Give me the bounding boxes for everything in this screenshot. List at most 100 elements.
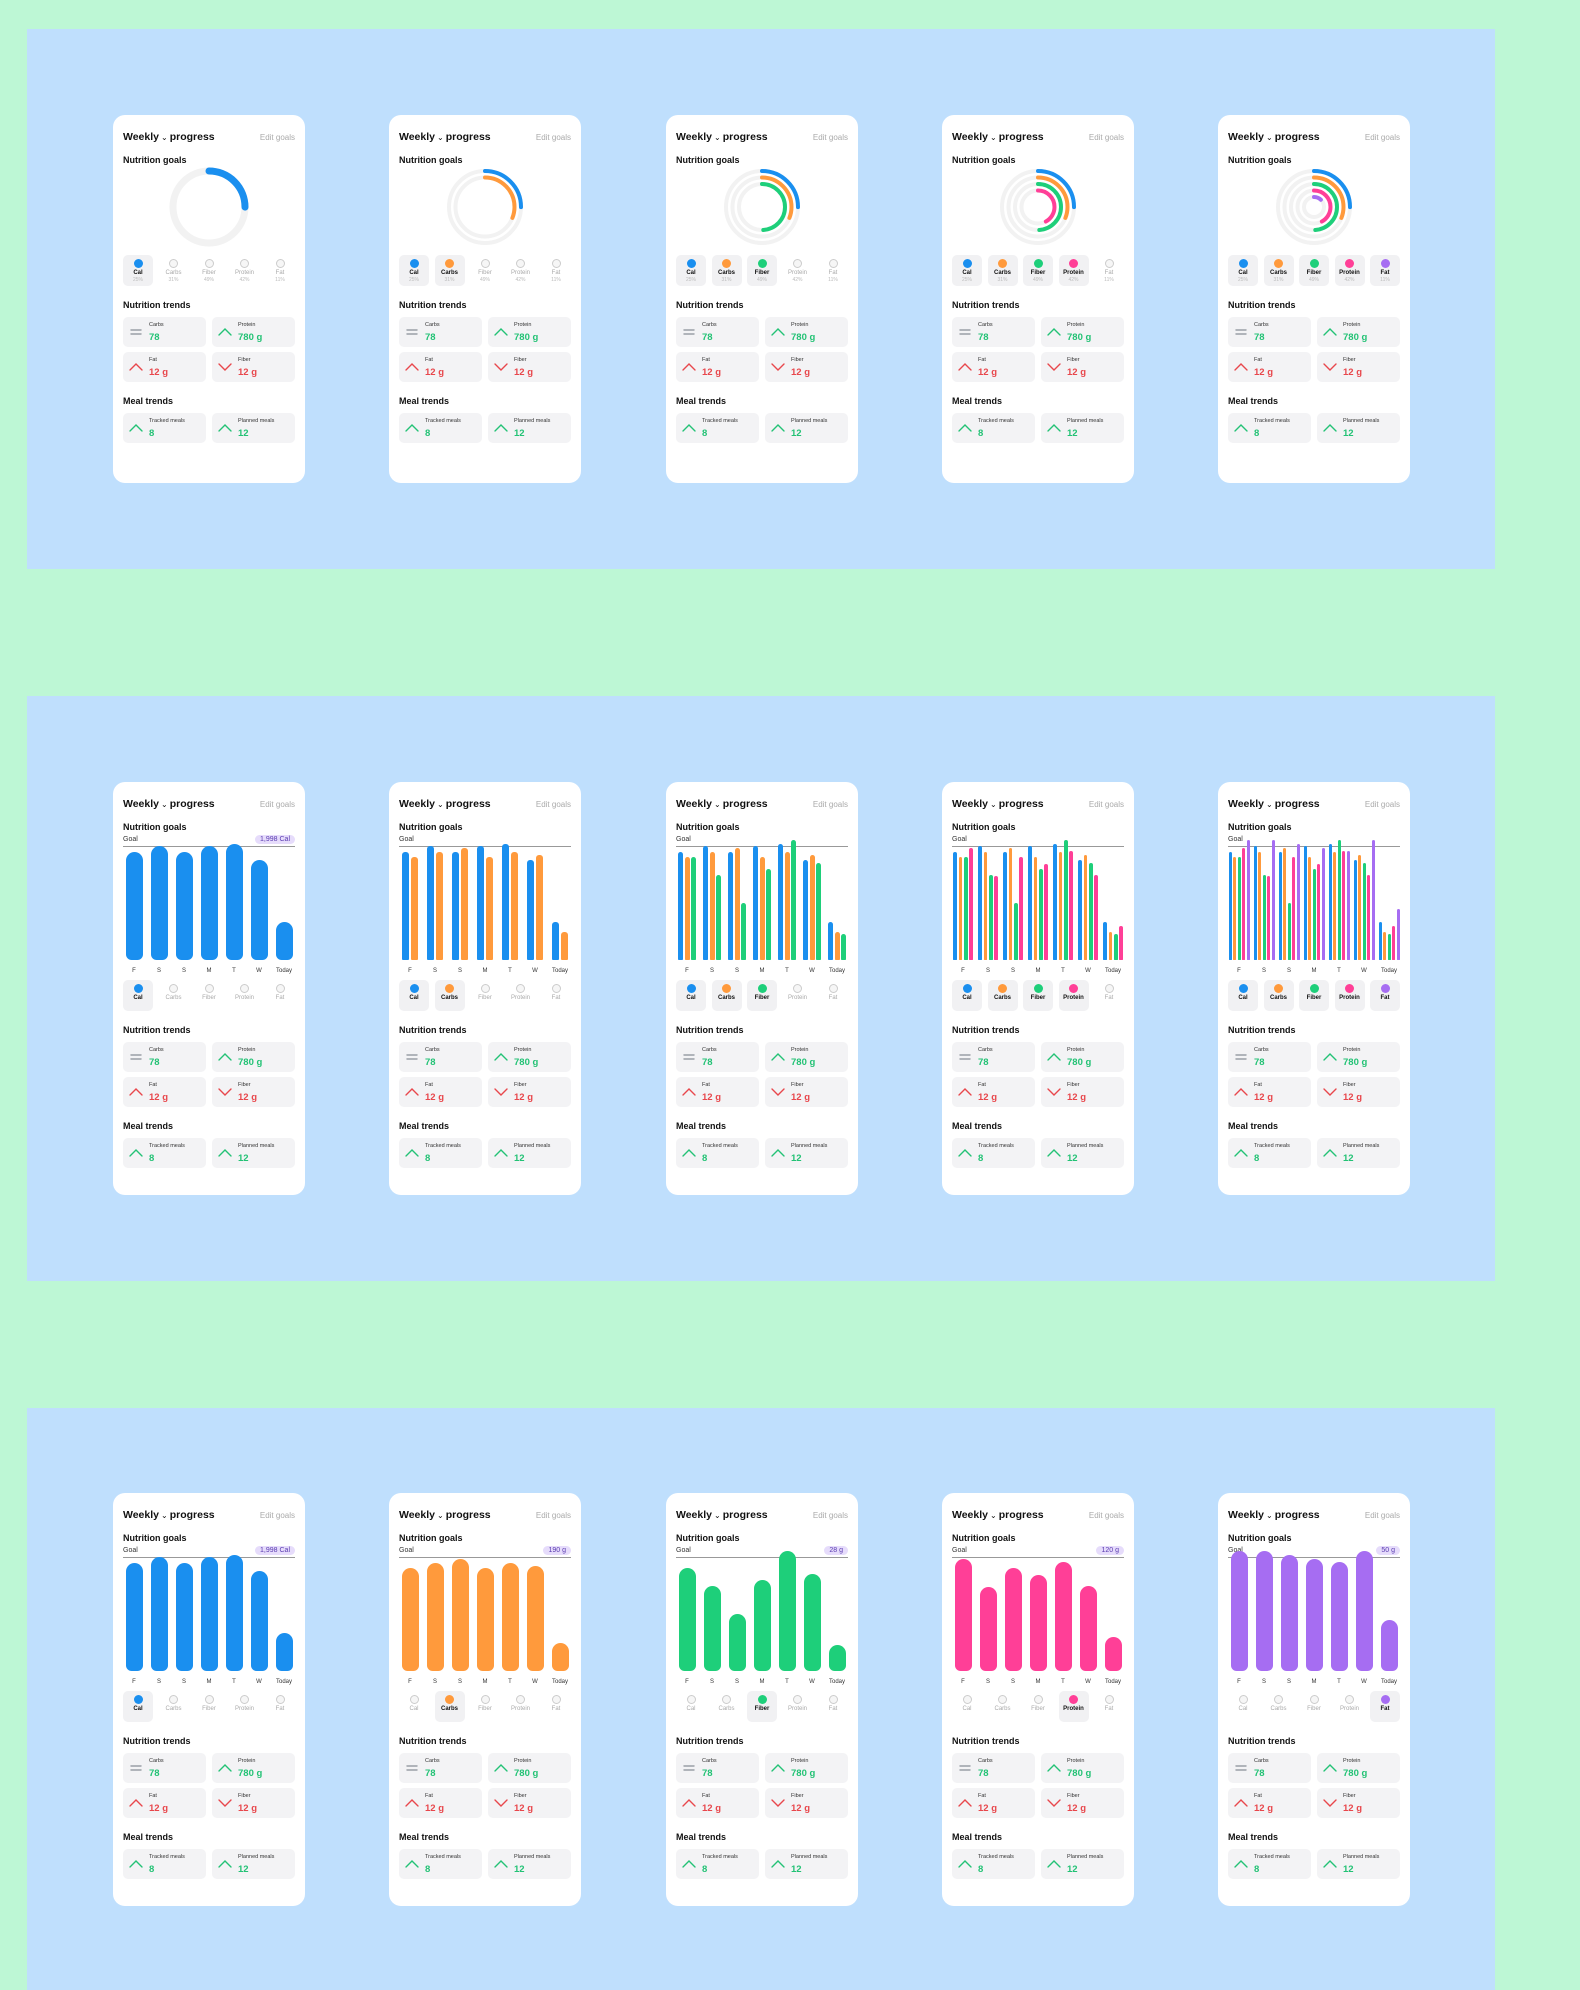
legend-item-protein[interactable]: Protein 42% [1334, 255, 1365, 286]
legend-item-fat[interactable]: Fat [1094, 980, 1124, 1011]
trend-tile-protein[interactable]: Protein 780 g [488, 1042, 571, 1072]
trend-tile-fat[interactable]: Fat 12 g [676, 1788, 759, 1818]
edit-goals-link[interactable]: Edit goals [259, 132, 295, 142]
legend-item-protein[interactable]: Protein [783, 1691, 813, 1722]
edit-goals-link[interactable]: Edit goals [812, 132, 848, 142]
trend-tile-fiber[interactable]: Fiber 12 g [765, 1077, 848, 1107]
legend-item-carbs[interactable]: Carbs [159, 1691, 189, 1722]
legend-item-protein[interactable]: Protein [230, 1691, 260, 1722]
legend-item-cal[interactable]: Cal [1228, 1691, 1258, 1722]
edit-goals-link[interactable]: Edit goals [812, 1510, 848, 1520]
meal-tile-tracked[interactable]: Tracked meals 8 [676, 1138, 759, 1168]
legend-item-protein[interactable]: Protein [1058, 980, 1089, 1011]
legend-item-fiber[interactable]: Fiber 49% [1299, 255, 1329, 286]
legend-item-fat[interactable]: Fat 11% [541, 255, 571, 286]
legend-item-carbs[interactable]: Carbs [434, 980, 465, 1011]
period-selector[interactable]: Weekly ⌄ progress [123, 131, 215, 143]
trend-tile-protein[interactable]: Protein 780 g [1317, 317, 1400, 347]
trend-tile-carbs[interactable]: Carbs 78 [952, 1042, 1035, 1072]
trend-tile-protein[interactable]: Protein 780 g [212, 1042, 295, 1072]
legend-item-fiber[interactable]: Fiber [470, 980, 500, 1011]
edit-goals-link[interactable]: Edit goals [1088, 1510, 1124, 1520]
trend-tile-carbs[interactable]: Carbs 78 [676, 1753, 759, 1783]
legend-item-cal[interactable]: Cal [399, 980, 429, 1011]
legend-item-fat[interactable]: Fat [541, 1691, 571, 1722]
trend-tile-protein[interactable]: Protein 780 g [1041, 1042, 1124, 1072]
trend-tile-fiber[interactable]: Fiber 12 g [1317, 1788, 1400, 1818]
legend-item-cal[interactable]: Cal 25% [399, 255, 429, 286]
period-selector[interactable]: Weekly ⌄ progress [1228, 798, 1320, 810]
trend-tile-fiber[interactable]: Fiber 12 g [488, 352, 571, 382]
meal-tile-planned[interactable]: Planned meals 12 [1041, 413, 1124, 443]
edit-goals-link[interactable]: Edit goals [1088, 132, 1124, 142]
meal-tile-tracked[interactable]: Tracked meals 8 [1228, 1138, 1311, 1168]
legend-item-cal[interactable]: Cal [123, 1691, 153, 1722]
meal-tile-planned[interactable]: Planned meals 12 [212, 413, 295, 443]
meal-tile-planned[interactable]: Planned meals 12 [488, 1849, 571, 1879]
legend-item-cal[interactable]: Cal [1228, 980, 1258, 1011]
legend-item-fiber[interactable]: Fiber 49% [470, 255, 500, 286]
trend-tile-protein[interactable]: Protein 780 g [488, 1753, 571, 1783]
trend-tile-protein[interactable]: Protein 780 g [765, 317, 848, 347]
legend-item-carbs[interactable]: Carbs 31% [987, 255, 1018, 286]
meal-tile-tracked[interactable]: Tracked meals 8 [952, 1849, 1035, 1879]
trend-tile-fiber[interactable]: Fiber 12 g [488, 1788, 571, 1818]
legend-item-carbs[interactable]: Carbs [987, 980, 1018, 1011]
trend-tile-carbs[interactable]: Carbs 78 [399, 1042, 482, 1072]
legend-item-carbs[interactable]: Carbs 31% [434, 255, 465, 286]
meal-tile-tracked[interactable]: Tracked meals 8 [399, 413, 482, 443]
legend-item-fiber[interactable]: Fiber [1299, 1691, 1329, 1722]
meal-tile-tracked[interactable]: Tracked meals 8 [123, 1138, 206, 1168]
legend-item-protein[interactable]: Protein [783, 980, 813, 1011]
meal-tile-tracked[interactable]: Tracked meals 8 [952, 1138, 1035, 1168]
meal-tile-tracked[interactable]: Tracked meals 8 [123, 1849, 206, 1879]
meal-tile-tracked[interactable]: Tracked meals 8 [1228, 413, 1311, 443]
edit-goals-link[interactable]: Edit goals [1088, 799, 1124, 809]
legend-item-fat[interactable]: Fat [541, 980, 571, 1011]
trend-tile-carbs[interactable]: Carbs 78 [1228, 1753, 1311, 1783]
legend-item-protein[interactable]: Protein 42% [1058, 255, 1089, 286]
legend-item-fat[interactable]: Fat [1094, 1691, 1124, 1722]
legend-item-cal[interactable]: Cal 25% [952, 255, 982, 286]
legend-item-carbs[interactable]: Carbs [712, 1691, 742, 1722]
trend-tile-carbs[interactable]: Carbs 78 [123, 1042, 206, 1072]
legend-item-fat[interactable]: Fat 11% [818, 255, 848, 286]
trend-tile-fiber[interactable]: Fiber 12 g [1317, 352, 1400, 382]
trend-tile-protein[interactable]: Protein 780 g [1041, 1753, 1124, 1783]
period-selector[interactable]: Weekly ⌄ progress [399, 1509, 491, 1521]
trend-tile-protein[interactable]: Protein 780 g [488, 317, 571, 347]
trend-tile-carbs[interactable]: Carbs 78 [1228, 1042, 1311, 1072]
legend-item-carbs[interactable]: Carbs [1264, 1691, 1294, 1722]
legend-item-carbs[interactable]: Carbs [988, 1691, 1018, 1722]
edit-goals-link[interactable]: Edit goals [812, 799, 848, 809]
period-selector[interactable]: Weekly ⌄ progress [676, 131, 768, 143]
legend-item-protein[interactable]: Protein 42% [783, 255, 813, 286]
legend-item-protein[interactable]: Protein [1334, 980, 1365, 1011]
trend-tile-protein[interactable]: Protein 780 g [765, 1753, 848, 1783]
legend-item-fiber[interactable]: Fiber 49% [747, 255, 777, 286]
legend-item-fat[interactable]: Fat [265, 1691, 295, 1722]
edit-goals-link[interactable]: Edit goals [1364, 1510, 1400, 1520]
legend-item-cal[interactable]: Cal 25% [676, 255, 706, 286]
trend-tile-fiber[interactable]: Fiber 12 g [212, 1077, 295, 1107]
legend-item-fiber[interactable]: Fiber [194, 980, 224, 1011]
legend-item-cal[interactable]: Cal 25% [123, 255, 153, 286]
trend-tile-protein[interactable]: Protein 780 g [765, 1042, 848, 1072]
trend-tile-fat[interactable]: Fat 12 g [676, 352, 759, 382]
trend-tile-carbs[interactable]: Carbs 78 [952, 1753, 1035, 1783]
edit-goals-link[interactable]: Edit goals [1364, 799, 1400, 809]
legend-item-carbs[interactable]: Carbs [159, 980, 189, 1011]
legend-item-fiber[interactable]: Fiber 49% [194, 255, 224, 286]
edit-goals-link[interactable]: Edit goals [535, 132, 571, 142]
meal-tile-tracked[interactable]: Tracked meals 8 [676, 1849, 759, 1879]
period-selector[interactable]: Weekly ⌄ progress [952, 131, 1044, 143]
trend-tile-carbs[interactable]: Carbs 78 [399, 317, 482, 347]
trend-tile-protein[interactable]: Protein 780 g [1041, 317, 1124, 347]
legend-item-cal[interactable]: Cal [676, 1691, 706, 1722]
edit-goals-link[interactable]: Edit goals [535, 799, 571, 809]
trend-tile-fiber[interactable]: Fiber 12 g [1041, 1077, 1124, 1107]
trend-tile-protein[interactable]: Protein 780 g [1317, 1042, 1400, 1072]
legend-item-fiber[interactable]: Fiber [1299, 980, 1329, 1011]
meal-tile-planned[interactable]: Planned meals 12 [488, 413, 571, 443]
legend-item-fat[interactable]: Fat [1370, 980, 1400, 1011]
